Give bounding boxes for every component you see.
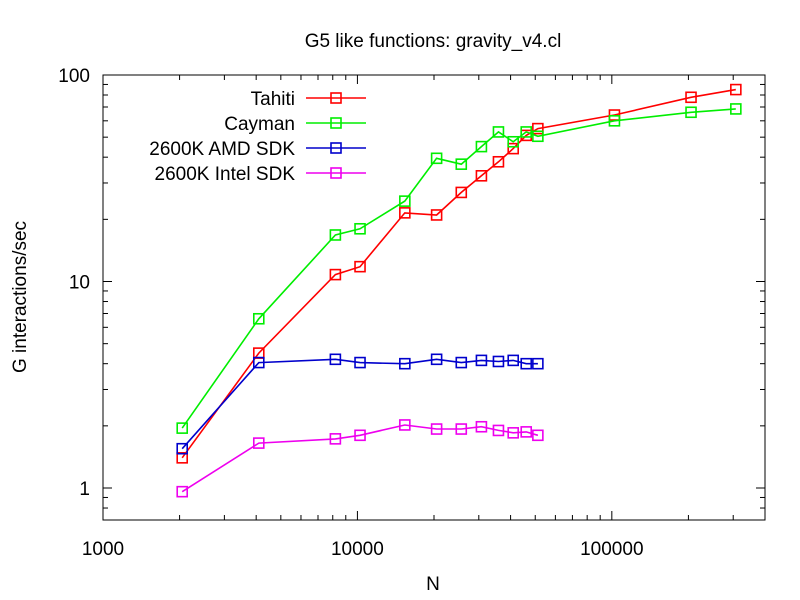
data-point-2600k-amd-sdk	[507, 354, 520, 367]
data-point-2600k-intel-sdk	[354, 429, 366, 442]
plot-frame	[102, 74, 766, 521]
data-point-2600k-intel-sdk	[507, 427, 520, 439]
series-2600k-intel-sdk	[176, 419, 544, 498]
data-point-2600k-amd-sdk	[399, 357, 411, 370]
data-point-2600k-amd-sdk	[430, 353, 443, 366]
data-point-tahiti	[532, 122, 544, 135]
data-point-2600k-intel-sdk	[492, 424, 505, 437]
y-tick-label: 100	[58, 66, 90, 87]
x-tick-label: 1000	[82, 539, 124, 560]
data-point-2600k-amd-sdk	[455, 356, 468, 369]
data-point-cayman	[176, 422, 189, 434]
data-point-cayman	[685, 106, 697, 119]
series-line-cayman	[181, 108, 736, 429]
chart-title: G5 like functions: gravity_v4.cl	[305, 31, 562, 52]
data-point-tahiti	[475, 169, 488, 182]
legend-marker	[330, 142, 342, 154]
data-point-tahiti	[455, 186, 468, 199]
data-point-2600k-intel-sdk	[176, 485, 189, 498]
data-point-cayman	[430, 152, 443, 165]
data-point-2600k-intel-sdk	[455, 423, 468, 435]
data-point-cayman	[608, 115, 621, 127]
legend-entry-tahiti: Tahiti	[251, 89, 366, 110]
data-point-2600k-intel-sdk	[430, 423, 443, 435]
data-point-2600k-intel-sdk	[329, 433, 342, 445]
legend-label: 2600K Intel SDK	[155, 164, 296, 185]
data-point-cayman	[507, 135, 520, 148]
data-point-tahiti	[329, 268, 342, 281]
data-point-cayman	[455, 158, 468, 170]
legend-marker	[330, 167, 342, 179]
series-2600k-amd-sdk	[176, 353, 544, 455]
series-line-tahiti	[181, 88, 736, 459]
series-line-2600k-intel-sdk	[181, 424, 539, 493]
legend-marker	[330, 117, 342, 129]
data-point-cayman	[399, 195, 411, 207]
data-point-cayman	[252, 312, 265, 325]
data-point-tahiti	[430, 209, 443, 221]
series-line-2600k-amd-sdk	[181, 358, 538, 450]
data-point-cayman	[354, 222, 366, 235]
x-axis-label: N	[426, 574, 440, 595]
data-point-2600k-amd-sdk	[475, 354, 488, 367]
series-layer	[176, 83, 742, 498]
data-point-2600k-intel-sdk	[520, 426, 533, 438]
legend-label: 2600K AMD SDK	[149, 139, 295, 160]
x-tick-label: 10000	[331, 539, 384, 560]
axis-tick-labels: 1000 10000 100000 1 10 100	[58, 66, 643, 560]
data-point-cayman	[329, 229, 342, 241]
x-tick-label: 100000	[580, 539, 643, 560]
data-point-tahiti	[492, 155, 505, 168]
data-point-cayman	[532, 130, 544, 143]
data-point-2600k-intel-sdk	[532, 429, 544, 442]
legend-label: Tahiti	[251, 89, 295, 110]
data-point-2600k-intel-sdk	[475, 420, 488, 433]
data-point-2600k-amd-sdk	[329, 353, 342, 366]
axis-ticks	[102, 74, 766, 521]
data-point-cayman	[475, 140, 488, 153]
data-point-tahiti	[354, 260, 366, 273]
y-tick-label: 10	[69, 273, 90, 294]
legend-marker	[330, 92, 342, 104]
data-point-tahiti	[399, 207, 411, 219]
data-point-tahiti	[685, 91, 697, 104]
data-point-tahiti	[176, 452, 189, 464]
data-point-cayman	[730, 103, 742, 115]
data-point-tahiti	[730, 83, 742, 96]
y-tick-label: 1	[79, 479, 90, 500]
data-point-2600k-amd-sdk	[492, 355, 505, 368]
data-point-2600k-amd-sdk	[176, 442, 189, 455]
data-point-2600k-amd-sdk	[252, 356, 265, 369]
legend-entry-cayman: Cayman	[224, 114, 366, 135]
legend-entry-2600k-intel-sdk: 2600K Intel SDK	[155, 164, 366, 185]
series-cayman	[176, 103, 742, 434]
y-axis-label: G interactions/sec	[10, 221, 31, 373]
data-point-2600k-amd-sdk	[354, 356, 366, 369]
data-point-2600k-amd-sdk	[532, 357, 544, 370]
legend: Tahiti Cayman 2600K AMD SDK 2600K Intel SDK	[149, 89, 366, 185]
series-tahiti	[176, 83, 742, 464]
legend-entry-2600k-amd-sdk: 2600K AMD SDK	[149, 139, 366, 160]
data-point-cayman	[520, 126, 533, 138]
data-point-tahiti	[507, 142, 520, 155]
legend-label: Cayman	[224, 114, 295, 135]
data-point-2600k-intel-sdk	[399, 419, 411, 431]
data-point-cayman	[492, 126, 505, 138]
data-point-2600k-amd-sdk	[520, 357, 533, 370]
data-point-2600k-intel-sdk	[252, 437, 265, 449]
